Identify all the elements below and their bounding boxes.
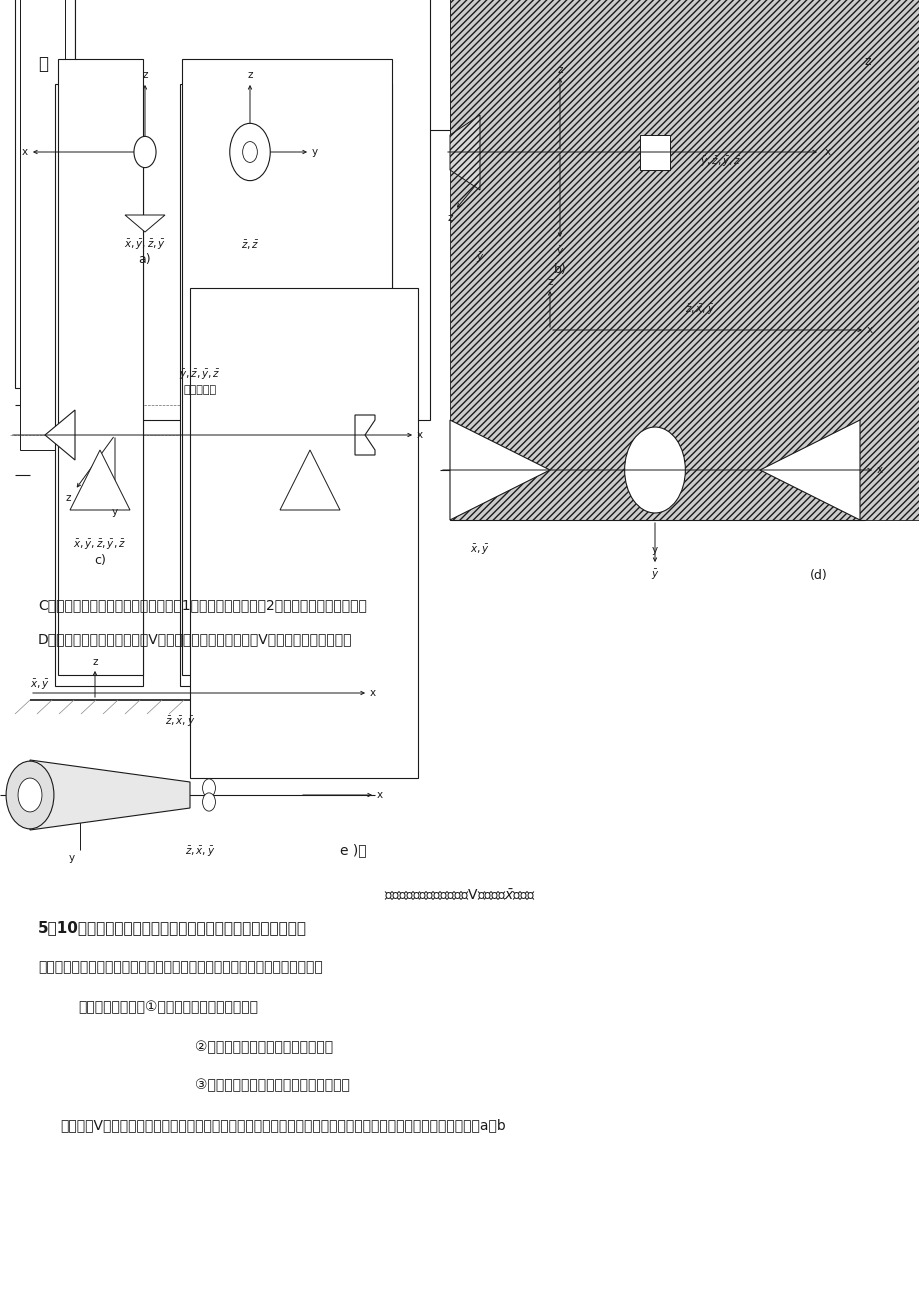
- Text: 答：机床夹具：是在机床上用以装夹工件连续切削顺利进行的一种工艺装备。: 答：机床夹具：是在机床上用以装夹工件连续切削顺利进行的一种工艺装备。: [38, 960, 323, 974]
- Polygon shape: [45, 410, 75, 460]
- Text: $\bar{y}$: $\bar{y}$: [650, 568, 659, 582]
- Polygon shape: [30, 760, 190, 829]
- Text: z: z: [447, 214, 452, 223]
- Bar: [480, 0, 919, 171]
- Text: $\bar{y}$: $\bar{y}$: [475, 251, 483, 266]
- Text: z: z: [65, 493, 71, 503]
- Text: x: x: [866, 326, 872, 335]
- Text: $\bar{z},\bar{x},\bar{y}$: $\bar{z},\bar{x},\bar{y}$: [165, 715, 195, 729]
- Text: ②减少辅助工时，提高劳动生产率；: ②减少辅助工时，提高劳动生产率；: [195, 1040, 333, 1055]
- Text: x: x: [22, 147, 28, 158]
- Text: c): c): [94, 553, 106, 566]
- Bar: [75, 0, 429, 421]
- Circle shape: [6, 762, 54, 829]
- Bar: [85, 0, 289, 90]
- Text: z: z: [247, 70, 253, 79]
- Text: a): a): [139, 254, 151, 267]
- Polygon shape: [355, 415, 375, 454]
- Circle shape: [230, 124, 270, 181]
- Circle shape: [18, 779, 42, 812]
- Text: b): b): [553, 263, 566, 276]
- Bar: [85, 0, 289, 195]
- Text: ③扩大机床的使用范围，实现一机多能。: ③扩大机床的使用范围，实现一机多能。: [195, 1078, 349, 1092]
- Text: $\bar{z},\bar{z}$: $\bar{z},\bar{z}$: [241, 238, 259, 251]
- Bar: [20, 0, 65, 408]
- Text: z: z: [557, 65, 562, 76]
- Text: z: z: [547, 277, 552, 286]
- Text: $\bar{z},\bar{x},\bar{y}$: $\bar{z},\bar{x},\bar{y}$: [684, 303, 714, 318]
- Text: 解: 解: [38, 55, 48, 73]
- Bar: [449, 0, 919, 135]
- Circle shape: [624, 427, 685, 513]
- Text: z: z: [142, 70, 148, 79]
- Bar: [58, 59, 142, 674]
- Text: $\bar{y},\bar{z},\bar{y},\bar{z}$: $\bar{y},\bar{z},\bar{y},\bar{z}$: [699, 155, 741, 169]
- Bar: [460, 0, 919, 348]
- Text: x: x: [377, 790, 382, 799]
- Text: $\bar{x},\bar{y},\bar{z},\bar{y}$: $\bar{x},\bar{y},\bar{z},\bar{y}$: [124, 238, 166, 253]
- Text: $\bar{y}$: $\bar{y}$: [555, 245, 563, 259]
- Bar: [221, 0, 499, 130]
- Bar: [15, 0, 75, 388]
- Circle shape: [243, 142, 257, 163]
- Bar: [480, 0, 919, 115]
- Polygon shape: [449, 115, 480, 190]
- Text: 机床夹具的功用：①稳定保证工件的加工精度；: 机床夹具的功用：①稳定保证工件的加工精度；: [78, 1000, 257, 1014]
- Text: $\bar{y},\bar{z},\bar{y},\bar{z}$: $\bar{y},\bar{z},\bar{y},\bar{z}$: [179, 368, 221, 381]
- Text: y: y: [652, 546, 657, 555]
- Text: D、该方案出现过定位，右边V形块改为可浮动，使工件与V形块得两边都能接触。: D、该方案出现过定位，右边V形块改为可浮动，使工件与V形块得两边都能接触。: [38, 631, 352, 646]
- Bar: [640, 0, 919, 130]
- Text: 5－10、什么是机床夹具？举例说明夹具在机械加工中的作用。: 5－10、什么是机床夹具？举例说明夹具在机械加工中的作用。: [38, 921, 307, 935]
- Polygon shape: [640, 135, 669, 171]
- Text: (d): (d): [809, 569, 827, 582]
- Text: e )。: e )。: [340, 842, 367, 857]
- Bar: [180, 85, 391, 686]
- Polygon shape: [449, 421, 550, 519]
- Text: $\bar{x},\bar{y}$: $\bar{x},\bar{y}$: [30, 678, 50, 693]
- Bar: [190, 288, 417, 779]
- Bar: [55, 85, 142, 686]
- Text: 该方案出现过定位，将右边V形块改为$\bar{x}$可移动: 该方案出现过定位，将右边V形块改为$\bar{x}$可移动: [383, 888, 536, 904]
- Text: $\bar{x},\bar{y},\bar{z},\bar{y},\bar{z}$: $\bar{x},\bar{y},\bar{z},\bar{y},\bar{z}…: [74, 538, 127, 552]
- Text: 相对夹持长: 相对夹持长: [183, 385, 216, 395]
- Text: y: y: [312, 147, 318, 158]
- Bar: [460, 0, 919, 329]
- Text: z: z: [864, 55, 870, 68]
- Polygon shape: [70, 450, 130, 510]
- Polygon shape: [759, 421, 859, 519]
- Text: $\bar{x},\bar{y}$: $\bar{x},\bar{y}$: [470, 543, 490, 557]
- Text: $\bar{z},\bar{x},\bar{y}$: $\bar{z},\bar{x},\bar{y}$: [185, 845, 215, 859]
- Bar: [115, 0, 289, 109]
- Circle shape: [134, 137, 156, 168]
- Text: x: x: [824, 147, 830, 158]
- Circle shape: [202, 779, 215, 797]
- Bar: [182, 59, 391, 674]
- Text: x: x: [369, 687, 376, 698]
- Text: z: z: [92, 658, 97, 667]
- Polygon shape: [125, 215, 165, 232]
- Bar: [460, 0, 919, 335]
- Text: C、该方案出现过定位，改进措施：（1）去掉三爪卡盘；（2）将前顶尖换为一支承。: C、该方案出现过定位，改进措施：（1）去掉三爪卡盘；（2）将前顶尖换为一支承。: [38, 598, 367, 612]
- Bar: [499, 0, 919, 190]
- Bar: [449, 0, 919, 519]
- Text: y: y: [69, 853, 75, 863]
- Text: x: x: [416, 430, 423, 440]
- Text: x: x: [876, 465, 882, 475]
- Bar: [85, 0, 210, 174]
- Text: y: y: [112, 506, 118, 517]
- Bar: [499, 0, 919, 78]
- Circle shape: [202, 793, 215, 811]
- Polygon shape: [279, 450, 340, 510]
- Bar: [165, 0, 369, 174]
- Bar: [480, 0, 919, 310]
- Bar: [20, 0, 65, 450]
- Text: 举例：用V形块，用三爪卡盘，顶尖可很好的保证工件的定位精度，以及工件相对于刀具和机床的位置精度。如图a．b: 举例：用V形块，用三爪卡盘，顶尖可很好的保证工件的定位精度，以及工件相对于刀具和…: [60, 1118, 505, 1131]
